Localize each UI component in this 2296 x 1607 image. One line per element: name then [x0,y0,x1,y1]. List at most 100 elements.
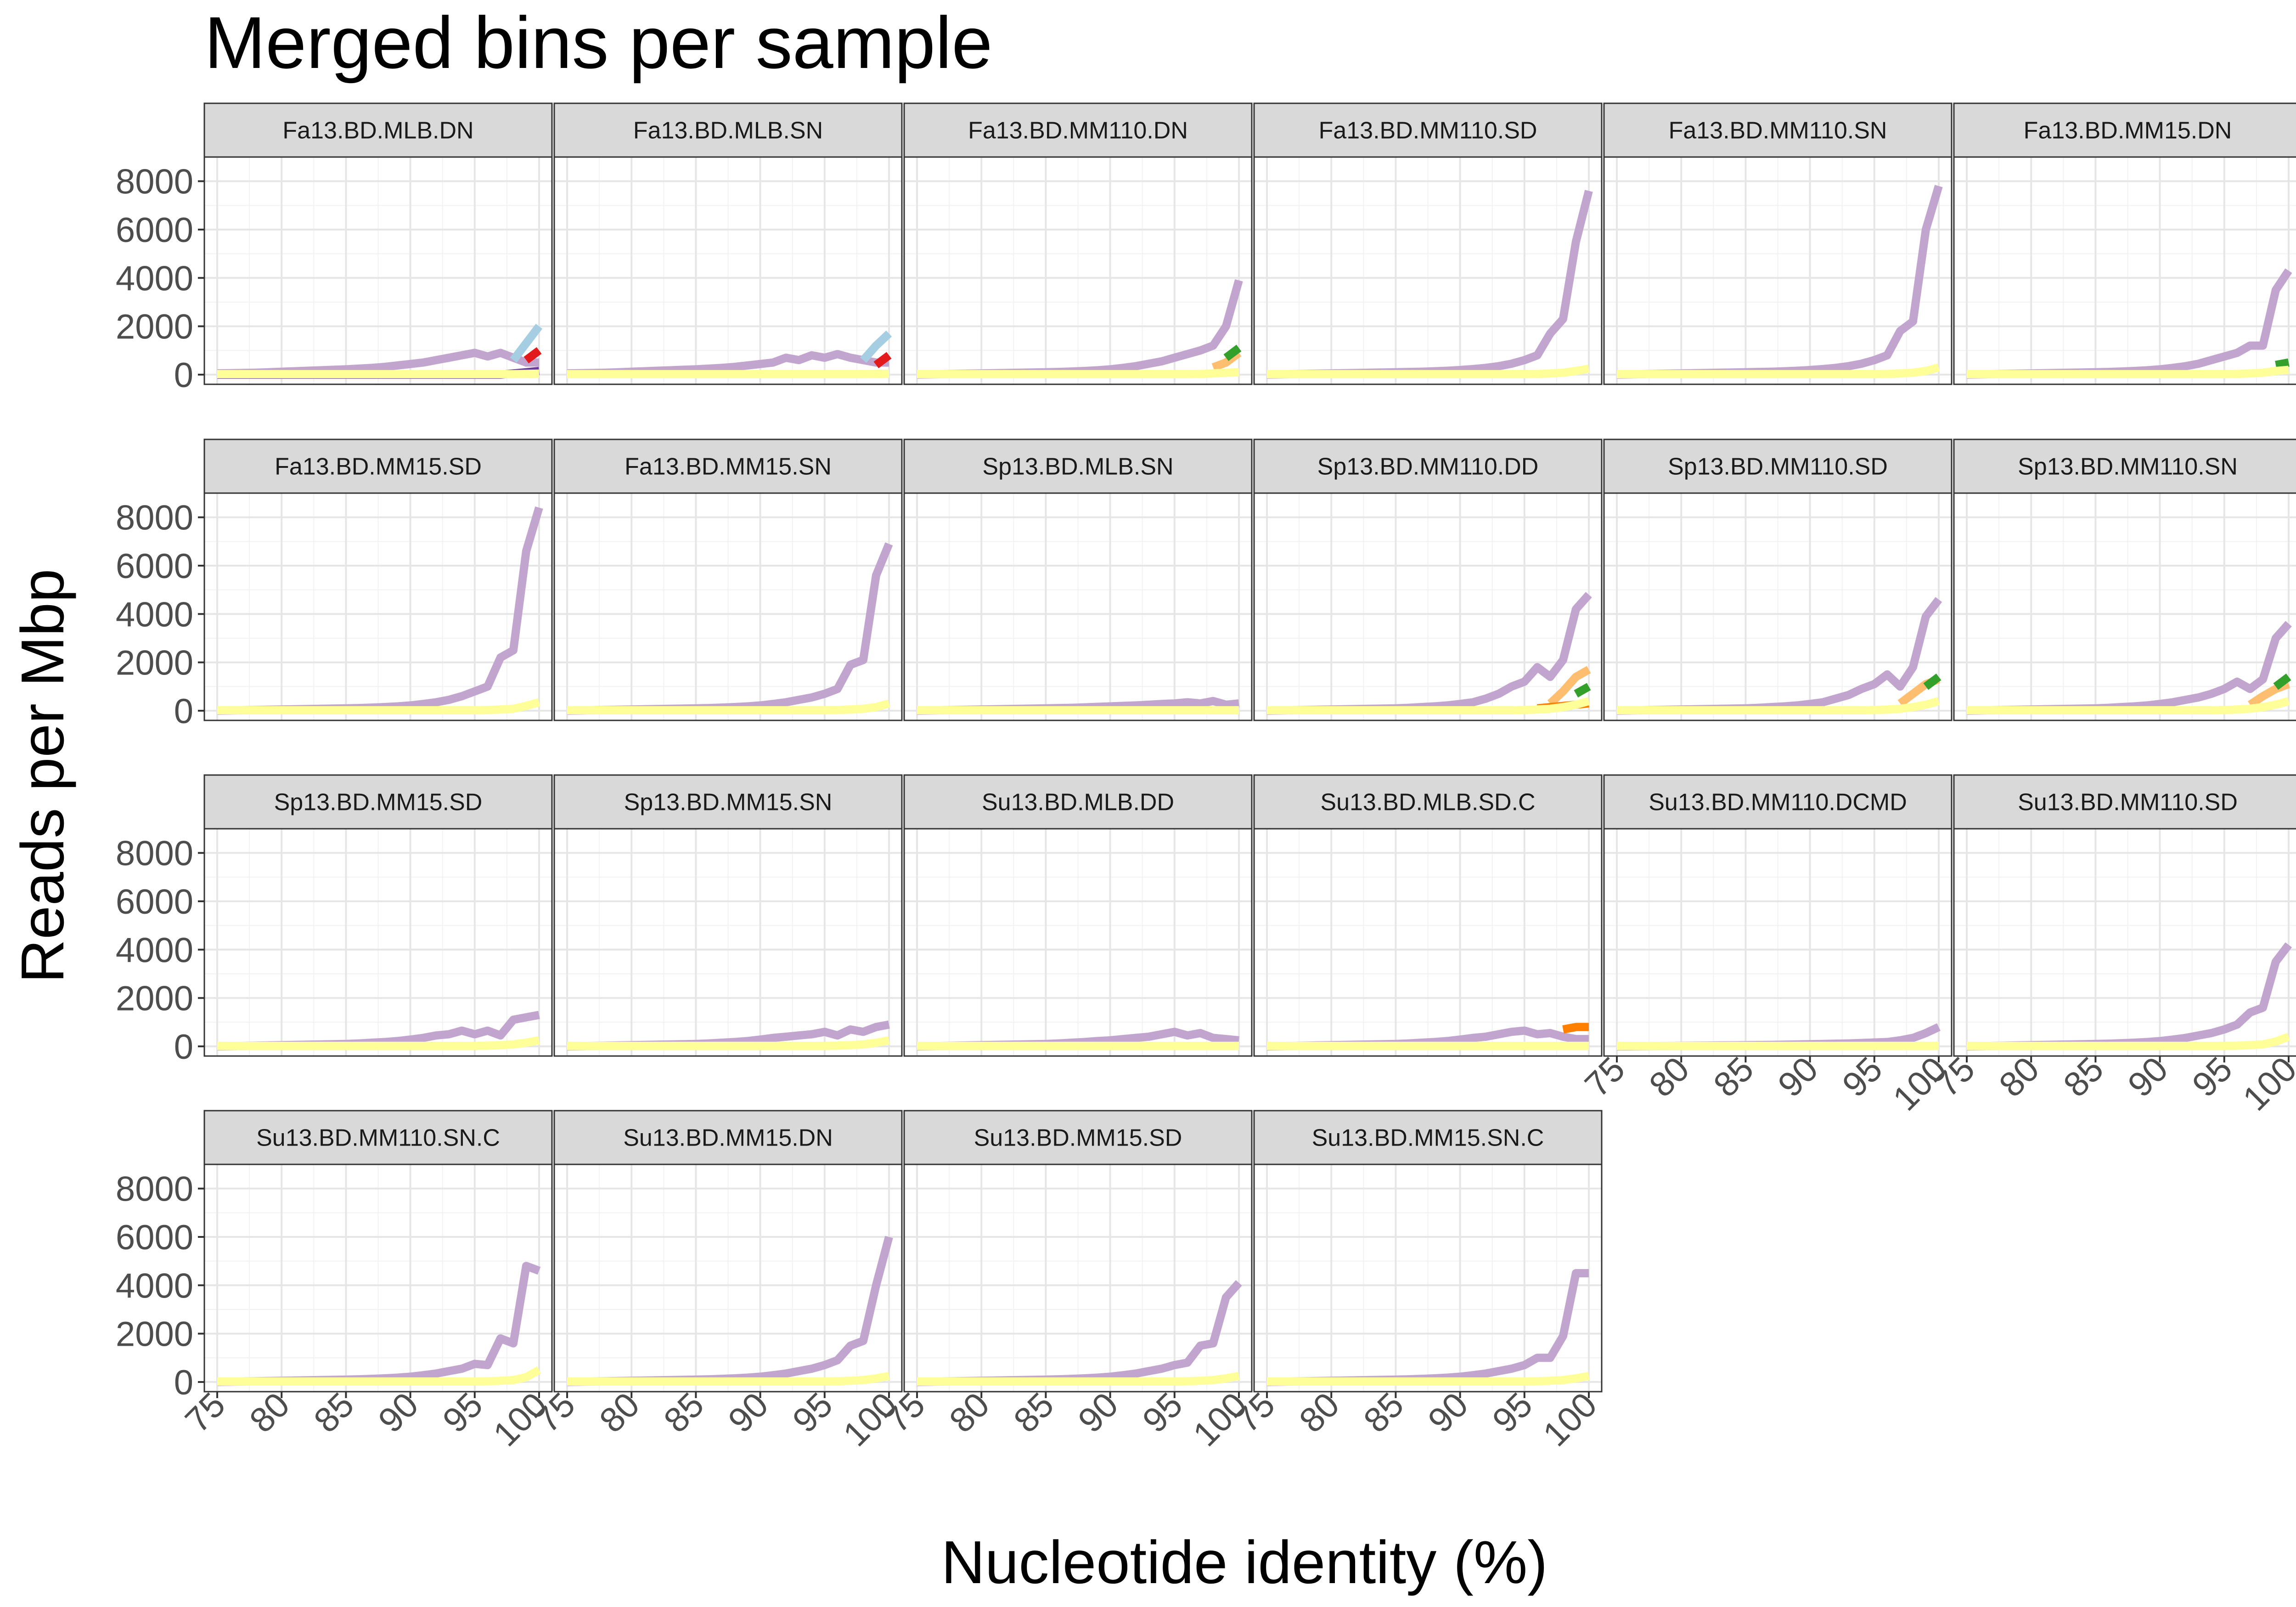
y-tick-label: 2000 [116,308,193,347]
x-tick-label: 80 [242,1385,297,1440]
series-line-yellow [1967,1033,2290,1050]
x-tick-label: 90 [1421,1385,1476,1440]
series-line-green [2273,674,2291,690]
y-tick-label: 0 [174,1028,193,1067]
y-tick-label: 6000 [116,211,193,250]
x-tick-label: 100 [1536,1385,1604,1454]
facet-panel: Su13.BD.MLB.DD [903,774,1253,1057]
facet-strip [553,774,903,830]
x-tick-label: 95 [1485,1385,1540,1440]
facet-title: Su13.BD.MLB.SD.C [1320,789,1535,816]
x-tick-label: 80 [1992,1050,2047,1105]
x-tick-label: 85 [1706,1050,1761,1105]
facet-title: Su13.BD.MM110.SN.C [256,1125,500,1152]
panel-border [203,156,553,385]
series-line-yellow [567,699,890,714]
x-tick-label: 95 [2185,1050,2240,1105]
y-tick-label: 0 [174,692,193,731]
facet-title: Sp13.BD.MM110.SD [1668,454,1888,480]
x-tick-label: 75 [1577,1050,1632,1105]
panel-border [903,1163,1253,1393]
facet-title: Sp13.BD.MLB.SN [982,454,1173,480]
y-tick-label: 6000 [116,882,193,921]
series-line-green [1223,344,1242,361]
facet-title: Fa13.BD.MM15.SN [625,454,832,480]
y-tick-label: 2000 [116,1315,193,1354]
panel-border [553,156,903,385]
series-line-yellow [1267,1371,1590,1386]
facet-panel: Fa13.BD.MM110.DN [903,102,1253,385]
series-line-yellow [567,1371,890,1386]
x-tick-label: 90 [1071,1385,1126,1440]
panel-border [903,492,1253,721]
x-tick-label: 90 [721,1385,776,1440]
facet-panel: Sp13.BD.MM110.SN [1953,438,2296,721]
panel-border [1603,828,1953,1057]
y-tick-label: 0 [174,1363,193,1402]
facet-panel: Fa13.BD.MM110.SN [1603,102,1953,385]
facet-panel: Sp13.BD.MM15.SD 0 2000 4000 6000 8000 [116,774,553,1067]
y-tick-label: 6000 [116,547,193,586]
facet-strip [1253,438,1603,494]
facet-title: Su13.BD.MM15.SD [974,1125,1182,1152]
facet-strip [1953,774,2296,830]
x-tick-label: 95 [435,1385,490,1440]
series-line-red [873,352,892,369]
facet-strip [553,102,903,158]
y-tick-label: 4000 [116,931,193,970]
facet-panel: Fa13.BD.MM15.SN [553,438,903,721]
panel-border [1603,156,1953,385]
y-tick-label: 4000 [116,1266,193,1305]
x-tick-label: 80 [592,1385,647,1440]
y-tick-label: 0 [174,356,193,395]
series-line-green [1923,674,1941,690]
series-line-yellow [1617,363,1940,378]
facet-strip [1603,438,1953,494]
y-tick-label: 4000 [116,259,193,298]
panel-border [1603,492,1953,721]
x-tick-label: 80 [1642,1050,1697,1105]
panel-border [203,1163,553,1393]
panel-border [1953,492,2296,721]
series-line-green [2275,358,2290,369]
x-tick-label: 80 [1292,1385,1347,1440]
panel-border [553,1163,903,1393]
facet-panel: Sp13.BD.MM15.SN [553,774,903,1057]
facet-title: Fa13.BD.MLB.SN [633,118,823,144]
series-line-peach [1547,666,1591,707]
facet-strip [903,438,1253,494]
panel-border [1253,156,1603,385]
facet-title: Su13.BD.MM110.DCMD [1649,789,1907,816]
facet-panel: Sp13.BD.MM110.DD [1253,438,1603,721]
panel-border [1253,492,1603,721]
x-tick-label: 85 [1356,1385,1412,1440]
panel-border [553,492,903,721]
series-line-yellow [917,368,1239,378]
facet-strip [203,438,553,494]
x-tick-label: 75 [1927,1050,1982,1105]
facet-strip [1953,102,2296,158]
panel-border [1253,1163,1603,1393]
x-tick-label: 95 [1835,1050,1890,1105]
series-line-yellow [1967,365,2289,378]
facet-title: Sp13.BD.MM110.DD [1317,454,1539,480]
facet-strip [1603,774,1953,830]
series-line-green [1574,683,1591,697]
facet-strip [1253,102,1603,158]
chart-title: Merged bins per sample [204,1,992,84]
facet-title: Su13.BD.MM15.DN [623,1125,833,1152]
facet-panel: Fa13.BD.MM15.DN [1953,102,2296,385]
y-tick-label: 4000 [116,595,193,634]
x-tick-label: 95 [785,1385,840,1440]
facet-panel: Su13.BD.MLB.SD.C [1253,774,1603,1057]
x-tick-label: 85 [2056,1050,2111,1105]
panel-border [1253,828,1603,1057]
panel-border [553,828,903,1057]
facet-title: Fa13.BD.MM15.DN [2024,118,2232,144]
y-tick-label: 8000 [116,163,193,202]
facet-panel: Fa13.BD.MLB.SN [553,102,903,385]
